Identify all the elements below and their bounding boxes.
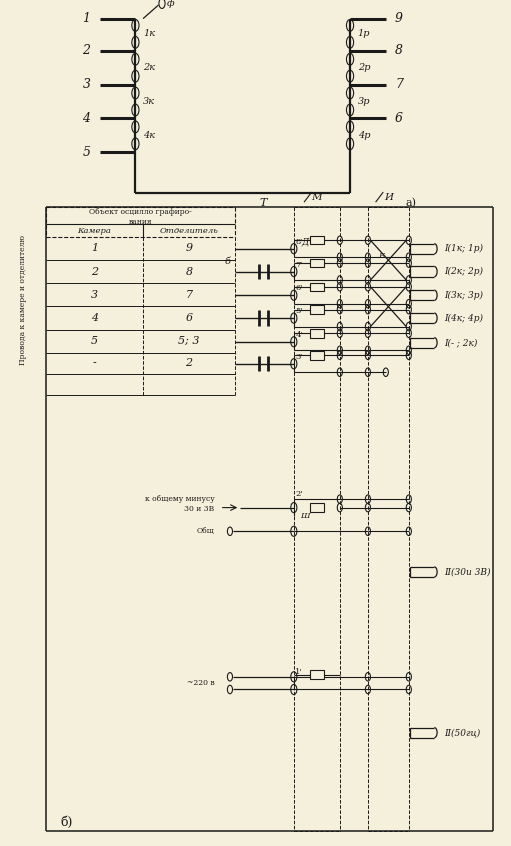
Text: 8: 8 (185, 266, 193, 277)
Text: 2р: 2р (358, 63, 370, 72)
Text: 2: 2 (185, 359, 193, 368)
Text: 3: 3 (82, 78, 90, 91)
Bar (310, 670, 324, 678)
Bar (310, 259, 324, 267)
Text: 9: 9 (395, 12, 403, 25)
Text: 7: 7 (395, 78, 403, 91)
Text: 5: 5 (82, 146, 90, 159)
Text: II(50гц): II(50гц) (445, 728, 481, 737)
Text: 7': 7' (295, 261, 303, 269)
Text: ф: ф (167, 0, 175, 8)
Text: 4: 4 (82, 112, 90, 125)
Bar (310, 503, 324, 512)
Text: 6': 6' (295, 284, 303, 293)
Text: Провода к камере и отделителю: Провода к камере и отделителю (19, 235, 27, 365)
Text: И: И (384, 193, 393, 201)
Text: 1к: 1к (143, 30, 155, 38)
Text: I(- ; 2к): I(- ; 2к) (445, 338, 478, 347)
Text: 1: 1 (82, 12, 90, 25)
Text: I(1к; 1р): I(1к; 1р) (445, 244, 483, 253)
Text: 8': 8' (295, 238, 303, 246)
Text: вания: вания (129, 217, 152, 226)
Text: М: М (312, 193, 322, 201)
Text: 4': 4' (295, 331, 303, 339)
Text: к общему минусу: к общему минусу (145, 495, 215, 503)
Text: 2: 2 (82, 44, 90, 58)
Text: Д: Д (301, 238, 309, 246)
Text: 6: 6 (395, 112, 403, 125)
Text: II(30и 3В): II(30и 3В) (445, 568, 491, 576)
Text: а): а) (406, 198, 417, 208)
Text: I(4к; 4р): I(4к; 4р) (445, 314, 483, 322)
Text: 1: 1 (91, 244, 98, 253)
Text: 3: 3 (91, 290, 98, 299)
Text: 7: 7 (185, 290, 193, 299)
Text: 5; 3: 5; 3 (178, 337, 200, 346)
Text: 3р: 3р (358, 97, 370, 106)
Text: 1р: 1р (358, 30, 370, 38)
Text: б: б (224, 257, 230, 266)
Text: Е: Е (378, 252, 384, 260)
Text: 3': 3' (295, 353, 303, 361)
Text: I(2к; 2р): I(2к; 2р) (445, 267, 483, 276)
Text: Т: Т (260, 198, 267, 208)
Text: Ш: Ш (300, 512, 310, 520)
Text: Отделитель: Отделитель (160, 227, 218, 234)
Text: 5: 5 (91, 337, 98, 346)
Text: 3к: 3к (143, 97, 155, 106)
Text: 8: 8 (395, 44, 403, 58)
Text: Общ: Общ (197, 527, 215, 536)
Text: 4: 4 (91, 313, 98, 323)
Text: 1': 1' (295, 667, 303, 676)
Text: 2к: 2к (143, 63, 155, 72)
Text: 6: 6 (185, 313, 193, 323)
Bar (310, 351, 324, 360)
Text: 4р: 4р (358, 131, 370, 140)
Text: I(3к; 3р): I(3к; 3р) (445, 291, 483, 299)
Text: Объект осцилло графиро-: Объект осцилло графиро- (89, 207, 192, 216)
Text: б): б) (60, 816, 73, 829)
Bar (310, 236, 324, 244)
Text: 9: 9 (185, 244, 193, 253)
Text: 5': 5' (295, 307, 303, 316)
Text: 2: 2 (91, 266, 98, 277)
Bar (310, 305, 324, 314)
Text: ~220 в: ~220 в (187, 679, 215, 687)
Text: -: - (92, 359, 97, 368)
Text: 4к: 4к (143, 131, 155, 140)
Bar (310, 329, 324, 338)
Text: 2': 2' (295, 490, 303, 498)
Text: 30 и 3В: 30 и 3В (184, 505, 215, 514)
Text: Камера: Камера (78, 227, 111, 234)
Bar (310, 283, 324, 291)
